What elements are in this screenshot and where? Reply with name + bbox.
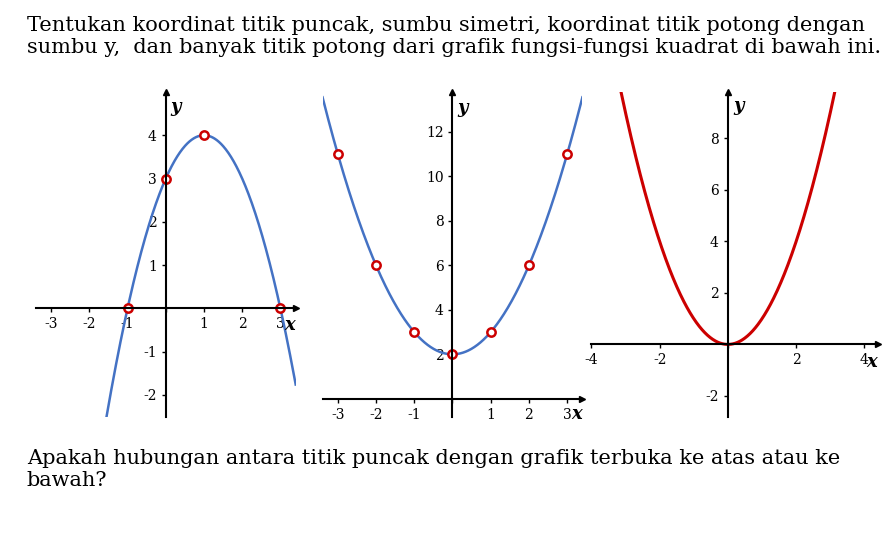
- Text: Apakah hubungan antara titik puncak dengan grafik terbuka ke atas atau ke
bawah?: Apakah hubungan antara titik puncak deng…: [27, 449, 840, 490]
- Text: Tentukan koordinat titik puncak, sumbu simetri, koordinat titik potong dengan
su: Tentukan koordinat titik puncak, sumbu s…: [27, 16, 881, 57]
- Text: x: x: [285, 316, 296, 334]
- Text: x: x: [866, 353, 876, 372]
- Text: y: y: [733, 97, 744, 115]
- Text: y: y: [457, 98, 468, 117]
- Text: x: x: [572, 405, 582, 424]
- Text: y: y: [170, 98, 181, 116]
